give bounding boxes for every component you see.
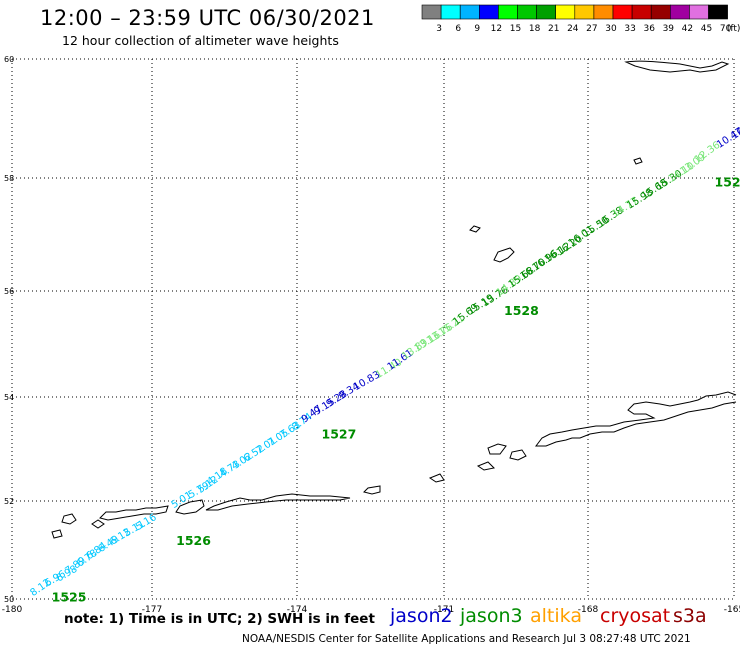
lat-label: 58 (4, 174, 14, 183)
colorbar-swatch (574, 4, 595, 20)
island-12 (493, 247, 515, 263)
colorbar-swatch (478, 4, 499, 20)
legend-altika: altika (530, 605, 582, 627)
track-time-labels: 1525 1526 1527 1528 1529 (52, 174, 740, 604)
lon-label: -174 (287, 605, 308, 615)
legend-s3a: s3a (673, 605, 707, 627)
colorbar-swatch (669, 4, 690, 20)
colorbar-tick-label: 30 (605, 24, 617, 34)
legend-jason2-label: jason2 (390, 605, 453, 627)
lat-label: 52 (4, 497, 14, 506)
lon-label: -180 (2, 605, 23, 615)
colorbar-tick-label: 15 (510, 24, 521, 34)
footnote: note: 1) Time is in UTC; 2) SWH is in fe… (64, 611, 375, 627)
colorbar-tick-label: 3 (436, 24, 442, 34)
island-7 (99, 505, 169, 521)
lon-label: -177 (142, 605, 162, 615)
colorbar-swatch (498, 4, 518, 20)
lat-label: 54 (4, 393, 14, 402)
island-11 (469, 225, 481, 233)
coastline (51, 60, 737, 539)
lon-label: -165 (724, 605, 740, 615)
swh-observations: 8.126.966.987.896.786.846.496.125.115.16… (28, 117, 740, 599)
lat-lon-grid: -180 -177 -174 -171 -168 -165 50 52 54 56 58 60 (2, 55, 740, 615)
colorbar-tick-label: 9 (474, 24, 480, 34)
legend-jason3-label: jason3 (460, 605, 523, 627)
island-10 (51, 529, 63, 539)
lat-label: 56 (4, 287, 14, 296)
track-time-label: 1525 (52, 589, 87, 604)
lon-label: -171 (434, 605, 454, 615)
colorbar-swatch (536, 4, 556, 20)
swh-value: 10.53 (730, 117, 740, 142)
legend-altika-label: altika (530, 605, 582, 627)
legend-jason2: jason2 (390, 605, 453, 627)
island-2 (509, 449, 527, 461)
colorbar-swatch (517, 4, 537, 20)
colorbar-swatch (650, 4, 671, 20)
colorbar-tick-label: 45 (701, 24, 712, 34)
island-5 (363, 485, 381, 495)
island-1 (487, 443, 507, 455)
page-subtitle: 12 hour collection of altimeter wave hei… (62, 33, 339, 48)
colorbar-tick-label: 36 (643, 24, 655, 34)
colorbar-swatch (421, 4, 442, 20)
colorbar-tick-label: 39 (663, 24, 675, 34)
legend-cryosat: cryosat (600, 605, 670, 627)
lat-label: 50 (4, 595, 14, 604)
coast-alaska-peninsula (535, 391, 737, 447)
colorbar-tick-label: 42 (682, 24, 693, 34)
colorbar-swatch (631, 4, 652, 20)
colorbar-swatch (689, 4, 709, 20)
track-time-label: 1527 (322, 427, 357, 442)
colorbar-tick-label: 18 (529, 24, 541, 34)
island-6 (175, 499, 205, 515)
colorbar-tick-label: 27 (586, 24, 597, 34)
colorbar-swatch (459, 4, 480, 20)
coast-mainland-north (624, 60, 730, 73)
colorbar-swatch (612, 4, 633, 20)
colorbar-tick-label: 12 (491, 24, 502, 34)
lon-label: -168 (578, 605, 599, 615)
colorbar-tick-label: 24 (567, 24, 579, 34)
track-time-label: 1528 (504, 303, 539, 318)
wave-height-colorbar: 3 6 9 12 15 18 21 24 27 30 33 36 39 42 45 70(ft) (421, 4, 740, 34)
coast-aleutian-chain-east (205, 493, 351, 511)
colorbar-swatch (440, 4, 461, 20)
colorbar-tick-label: 70 (720, 24, 732, 34)
colorbar-tick-label: 33 (624, 24, 635, 34)
island-8 (91, 519, 105, 529)
island-3 (476, 461, 496, 471)
colorbar-swatch (593, 4, 614, 20)
legend-jason3: jason3 (460, 605, 523, 627)
credit-line: NOAA/NESDIS Center for Satellite Applica… (242, 633, 691, 645)
lat-label: 60 (4, 55, 14, 64)
island-13 (633, 157, 643, 165)
legend-s3a-label: s3a (673, 605, 707, 627)
page-title: 12:00 – 23:59 UTC 06/30/2021 (40, 6, 375, 30)
track-time-label: 1529 (715, 174, 740, 189)
colorbar-tick-label: 6 (455, 24, 461, 34)
island-9 (61, 513, 77, 525)
colorbar-unit-label: (ft) (727, 24, 740, 34)
colorbar-swatch (555, 4, 576, 20)
legend-cryosat-label: cryosat (600, 605, 671, 627)
colorbar-tick-label: 21 (548, 24, 559, 34)
colorbar-swatch (708, 4, 728, 20)
island-4 (428, 473, 445, 483)
track-time-label: 1526 (176, 533, 211, 548)
